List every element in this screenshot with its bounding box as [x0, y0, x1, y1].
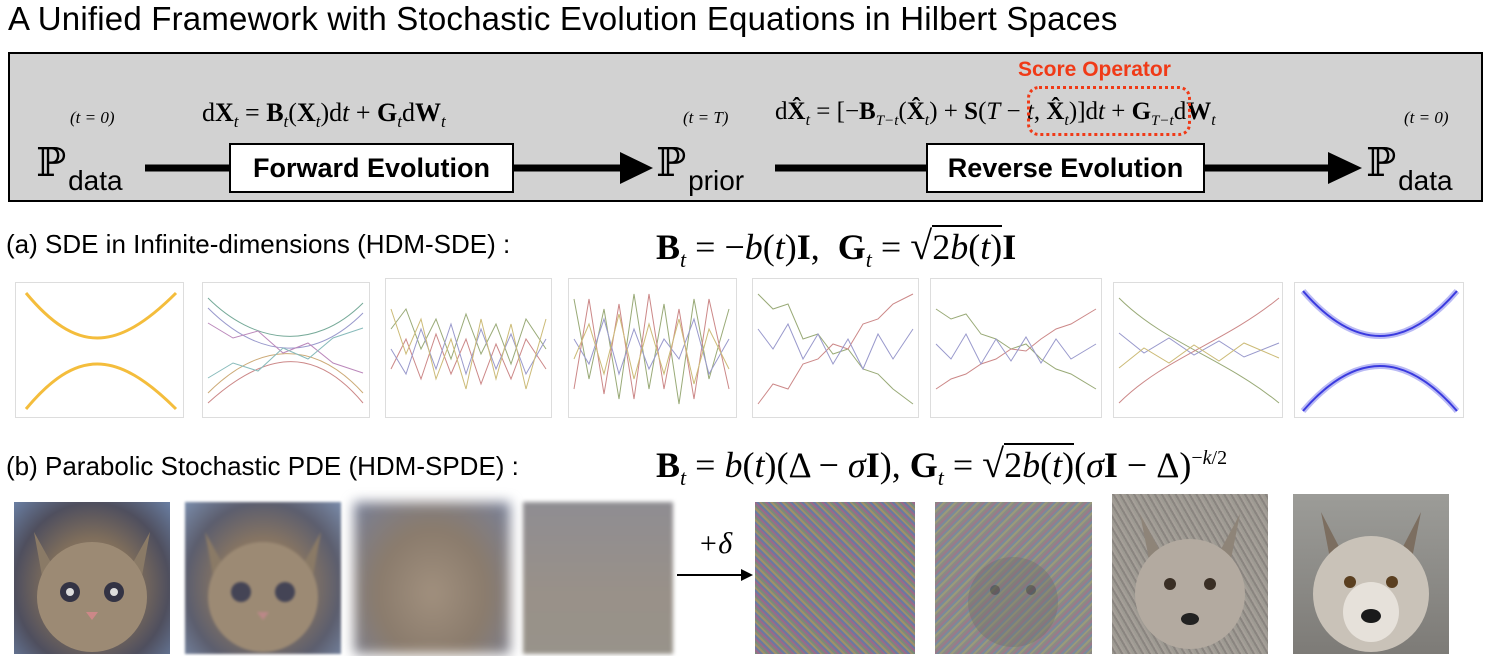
- sde-plot-2-noise: [202, 282, 370, 418]
- sde-plot-7-reverse: [1113, 282, 1283, 418]
- sde-plot-5-reverse: [752, 278, 919, 418]
- delta-label: +δ: [698, 527, 733, 560]
- delta-arrow: [677, 569, 753, 581]
- row-b-equation: Bt = b(t)(Δ − σI), Gt = √2b(t)(σI − Δ)−k…: [656, 441, 1228, 491]
- reverse-arrowhead: [1328, 152, 1362, 184]
- forward-arrowhead: [620, 152, 653, 184]
- wolf-image-generated: [1293, 494, 1449, 654]
- sde-plot-3-noise: [385, 278, 552, 418]
- row-b-label: (b) Parabolic Stochastic PDE (HDM-SPDE) …: [6, 451, 519, 481]
- sde-plot-1-clean: [15, 282, 184, 418]
- time-label-start: (t = 0): [70, 108, 115, 127]
- wolf-image-noisy-1: [935, 502, 1092, 654]
- flow-arrows: [145, 152, 1362, 184]
- sde-plot-4-prior: [568, 278, 737, 418]
- score-operator-highlight: [1027, 86, 1191, 136]
- sde-plot-6-reverse: [930, 278, 1102, 418]
- sde-plot-8-generated: [1294, 282, 1464, 418]
- p-data-start: ℙdata: [36, 140, 123, 196]
- row-a-equation: Bt = −b(t)I, Gt = √2b(t)I: [656, 223, 1017, 273]
- time-label-end: (t = 0): [1404, 108, 1449, 127]
- cat-image-blur-3: [523, 502, 673, 654]
- time-label-T: (t = T): [683, 108, 729, 127]
- cat-image-blur-1: [185, 502, 341, 654]
- noise-image: [755, 502, 915, 654]
- wolf-image-noisy-2: [1112, 494, 1268, 654]
- reverse-evolution-box: Reverse Evolution: [926, 143, 1205, 193]
- p-prior: ℙprior: [656, 140, 745, 196]
- forward-evolution-box: Forward Evolution: [229, 143, 514, 193]
- figure-title: A Unified Framework with Stochastic Evol…: [8, 0, 1118, 37]
- score-operator-label: Score Operator: [1018, 58, 1171, 81]
- cat-image-blur-2: [354, 502, 510, 654]
- row-a-label: (a) SDE in Infinite-dimensions (HDM-SDE)…: [6, 229, 511, 259]
- cat-image-original: [14, 502, 170, 654]
- p-data-end: ℙdata: [1366, 140, 1453, 196]
- forward-equation: dXt = Bt(Xt)dt + GtdWt: [202, 98, 446, 132]
